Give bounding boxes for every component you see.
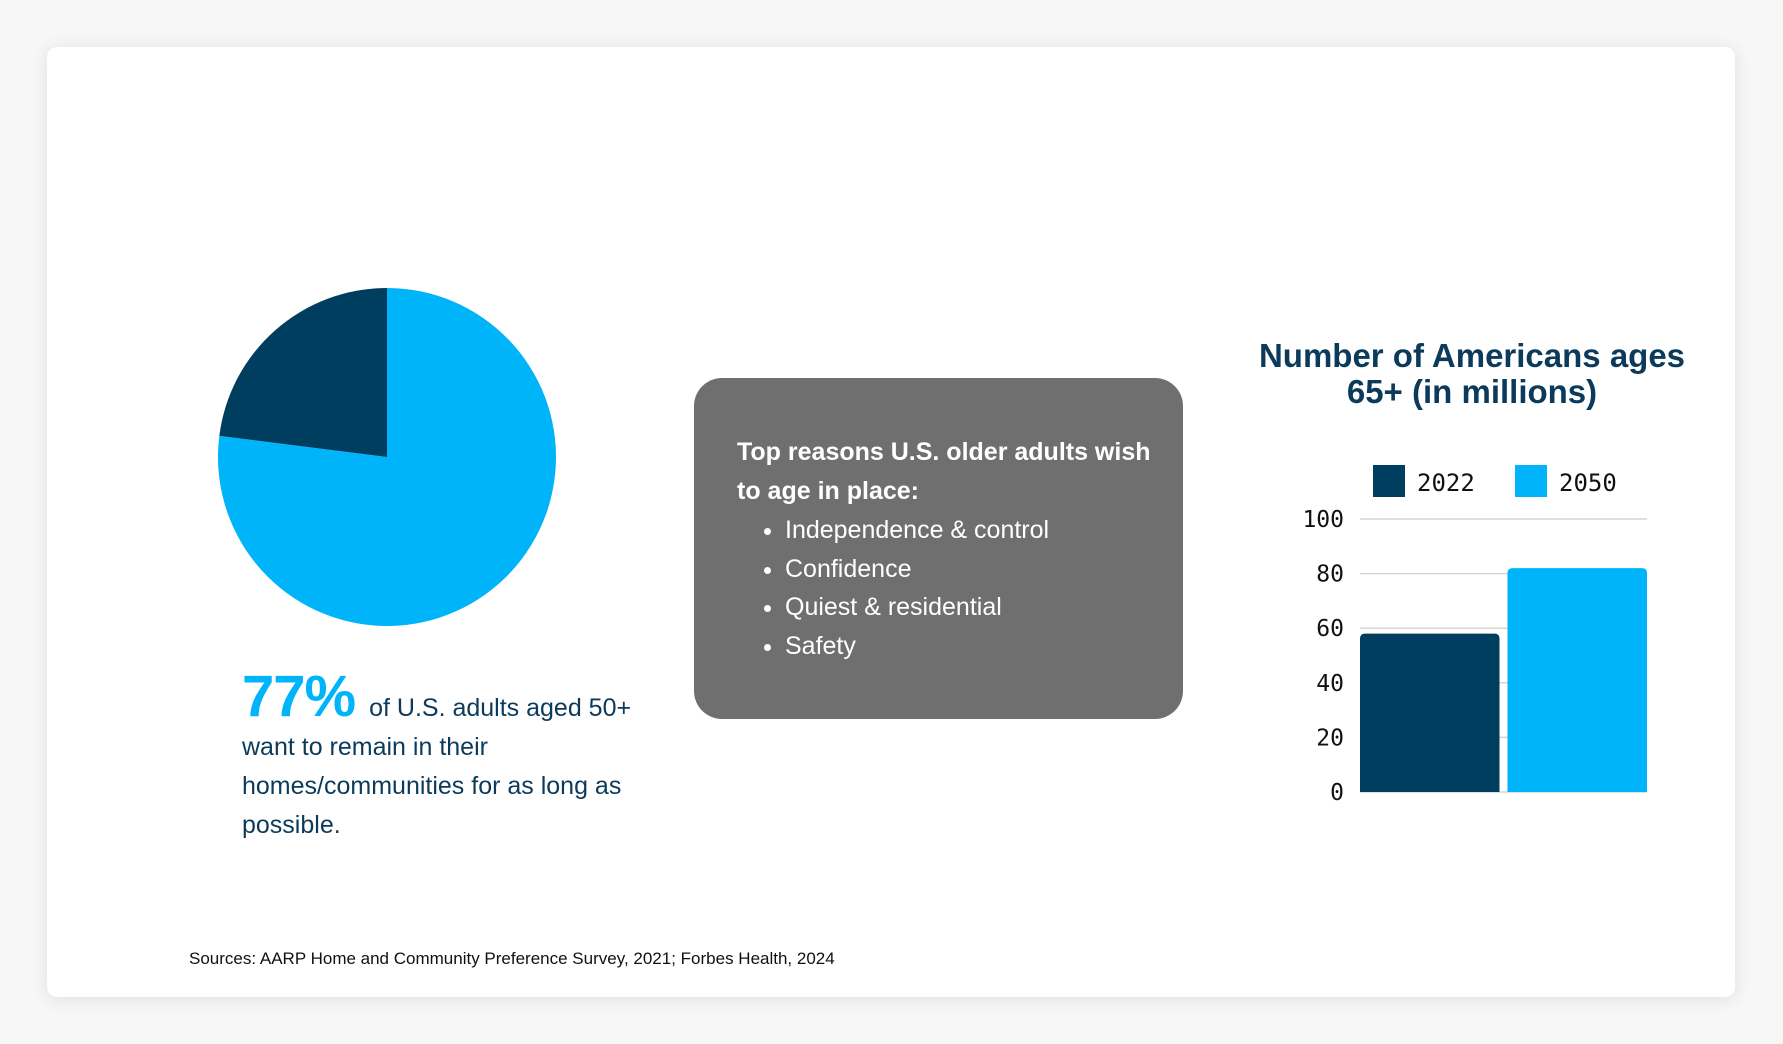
stat-text: of U.S. adults aged 50+ want to remain i… [242,694,632,839]
reason-item: Quiest & residential [785,588,1153,627]
legend-label-2022: 2022 [1417,469,1475,497]
infographic-card: 77% of U.S. adults aged 50+ want to remai… [47,47,1735,997]
y-tick-label: 100 [1302,507,1344,533]
bar-2022 [1360,633,1500,792]
bar-chart: 2022 2050 0 20 40 60 80 100 [1302,465,1647,806]
reasons-box: Top reasons U.S. older adults wish to ag… [694,378,1183,719]
stat-value: 77% [242,664,356,729]
y-tick-label: 60 [1316,616,1344,642]
y-tick-label: 0 [1330,780,1344,806]
reasons-heading: Top reasons U.S. older adults wish to ag… [737,438,1151,505]
legend-swatch-2022 [1373,465,1405,497]
stat-caption: 77% of U.S. adults aged 50+ want to remai… [242,668,662,845]
bar-2050 [1507,568,1647,792]
y-tick-label: 20 [1316,725,1344,751]
sources-note: Sources: AARP Home and Community Prefere… [189,949,835,968]
legend-label-2050: 2050 [1559,469,1617,497]
y-tick-label: 80 [1316,562,1344,588]
reason-item: Independence & control [785,511,1153,550]
bar-chart-title: Number of Americans ages 65+ (in million… [1258,337,1686,410]
reason-item: Confidence [785,550,1153,589]
legend-swatch-2050 [1515,465,1547,497]
y-tick-label: 40 [1316,671,1344,697]
reasons-list: Independence & control Confidence Quiest… [737,511,1153,665]
pie-chart [218,288,557,626]
pie-slice-1 [219,288,387,457]
pie-slice-0 [218,288,557,626]
reason-item: Safety [785,627,1153,666]
